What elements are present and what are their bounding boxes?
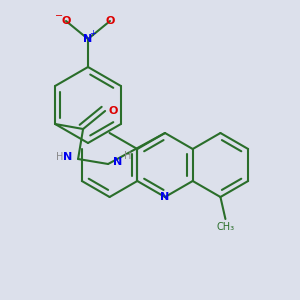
Text: −: −: [55, 11, 63, 21]
Text: O: O: [108, 106, 118, 116]
Text: N: N: [64, 152, 73, 162]
Text: O: O: [61, 16, 71, 26]
Text: H: H: [124, 151, 132, 161]
Text: N: N: [83, 34, 93, 44]
Text: O: O: [105, 16, 115, 26]
Text: N: N: [113, 157, 123, 167]
Text: N: N: [160, 192, 169, 202]
Text: H: H: [56, 152, 64, 162]
Text: +: +: [90, 29, 96, 38]
Text: CH₃: CH₃: [216, 222, 235, 232]
